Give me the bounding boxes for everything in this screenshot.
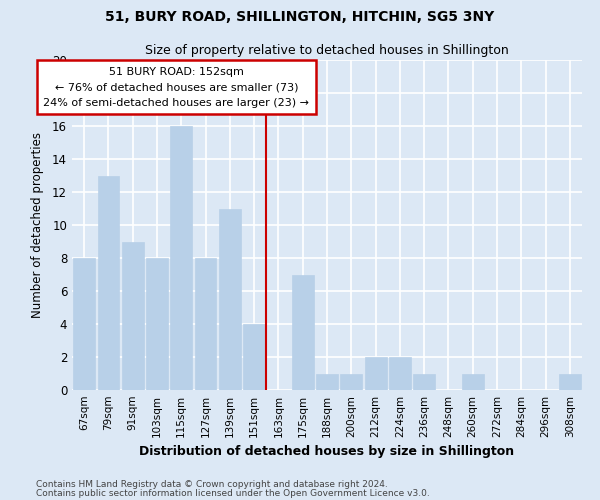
Text: 51 BURY ROAD: 152sqm
← 76% of detached houses are smaller (73)
24% of semi-detac: 51 BURY ROAD: 152sqm ← 76% of detached h… [43, 66, 310, 108]
Y-axis label: Number of detached properties: Number of detached properties [31, 132, 44, 318]
Bar [389, 357, 411, 390]
Bar [146, 258, 168, 390]
Bar [365, 357, 386, 390]
Bar [559, 374, 581, 390]
Bar [413, 374, 435, 390]
Bar [219, 208, 241, 390]
Title: Size of property relative to detached houses in Shillington: Size of property relative to detached ho… [145, 44, 509, 58]
Bar [194, 258, 217, 390]
Bar [316, 374, 338, 390]
X-axis label: Distribution of detached houses by size in Shillington: Distribution of detached houses by size … [139, 446, 515, 458]
Bar [97, 176, 119, 390]
Text: 51, BURY ROAD, SHILLINGTON, HITCHIN, SG5 3NY: 51, BURY ROAD, SHILLINGTON, HITCHIN, SG5… [106, 10, 494, 24]
Bar [170, 126, 192, 390]
Bar [462, 374, 484, 390]
Bar [243, 324, 265, 390]
Text: Contains public sector information licensed under the Open Government Licence v3: Contains public sector information licen… [36, 489, 430, 498]
Bar [73, 258, 95, 390]
Bar [292, 274, 314, 390]
Text: Contains HM Land Registry data © Crown copyright and database right 2024.: Contains HM Land Registry data © Crown c… [36, 480, 388, 489]
Bar [340, 374, 362, 390]
Bar [122, 242, 143, 390]
